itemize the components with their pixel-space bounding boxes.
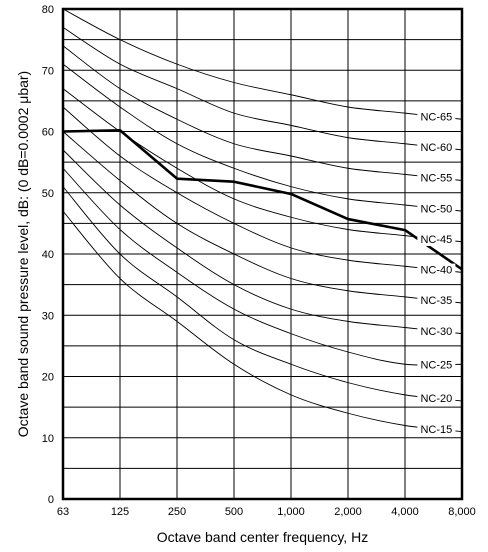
y-tick-label: 80	[42, 4, 54, 16]
grid	[62, 8, 463, 500]
curve-label-nc-25: NC-25	[420, 359, 452, 371]
curve-nc-40	[62, 106, 463, 273]
curve-label-nc-50: NC-50	[420, 203, 452, 215]
curve-label-nc-60: NC-60	[420, 142, 452, 154]
curve-label-nc-30: NC-30	[420, 326, 452, 338]
y-tick-label: 50	[42, 188, 54, 200]
curve-nc-15	[62, 210, 463, 433]
curve-nc-30	[62, 149, 463, 335]
x-tick-label: 500	[225, 506, 243, 518]
curve-nc-20	[62, 186, 463, 402]
y-tick-label: 10	[42, 433, 54, 445]
curve-nc-50	[62, 63, 463, 212]
measured-spectrum-line	[62, 128, 463, 271]
x-tick-label: 250	[168, 506, 186, 518]
curve-nc-65	[62, 8, 463, 120]
x-tick-label: 4,000	[391, 506, 419, 518]
curve-label-nc-45: NC-45	[420, 234, 452, 246]
y-tick-label: 70	[42, 65, 54, 77]
x-tick-label: 63	[57, 506, 69, 518]
curve-label-bg	[417, 110, 456, 124]
y-tick-label: 20	[42, 372, 54, 384]
plot-frame	[61, 7, 464, 501]
x-tick-label: 1,000	[277, 506, 305, 518]
curve-label-bg	[417, 141, 456, 155]
curve-nc-25	[62, 167, 463, 366]
y-tick-label: 40	[42, 249, 54, 261]
curve-label-bg	[417, 171, 456, 185]
y-tick-label: 30	[42, 310, 54, 322]
curve-label-bg	[417, 392, 456, 406]
y-axis-label: Octave band sound pressure level, dB: (0…	[15, 71, 31, 437]
curve-label-bg	[417, 324, 456, 338]
curve-label-bg	[417, 202, 456, 216]
curve-label-bg	[417, 294, 456, 308]
curve-nc-35	[62, 131, 463, 304]
x-tick-label: 2,000	[334, 506, 362, 518]
curve-label-nc-15: NC-15	[420, 424, 452, 436]
curve-label-nc-55: NC-55	[420, 173, 452, 185]
curve-label-bg	[417, 422, 456, 436]
curve-label-bg	[417, 232, 456, 246]
x-tick-label: 8,000	[448, 506, 476, 518]
nc-curves	[62, 8, 463, 433]
y-tick-label: 0	[48, 494, 54, 506]
x-tick-label: 125	[111, 506, 129, 518]
curve-nc-55	[62, 45, 463, 181]
curve-label-nc-20: NC-20	[420, 393, 452, 405]
curve-label-nc-35: NC-35	[420, 295, 452, 307]
curve-label-nc-65: NC-65	[420, 111, 452, 123]
y-axis-ticks: 0 10 20 30 40 50 60 70 80	[42, 4, 54, 506]
y-tick-label: 60	[42, 127, 54, 139]
curve-labels: NC-65 NC-60 NC-55 NC-50 NC-45 NC-40 NC-35 NC-30…	[417, 110, 456, 436]
x-axis-ticks: 63 125 250 500 1,000 2,000 4,000 8,000	[57, 506, 476, 518]
curve-label-bg	[417, 263, 456, 277]
curve-label-bg	[417, 358, 456, 372]
x-axis-label: Octave band center frequency, Hz	[157, 529, 368, 545]
curve-label-nc-40: NC-40	[420, 265, 452, 277]
curve-nc-60	[62, 26, 463, 151]
curve-nc-45	[62, 88, 463, 243]
measured-spectrum	[62, 128, 463, 271]
